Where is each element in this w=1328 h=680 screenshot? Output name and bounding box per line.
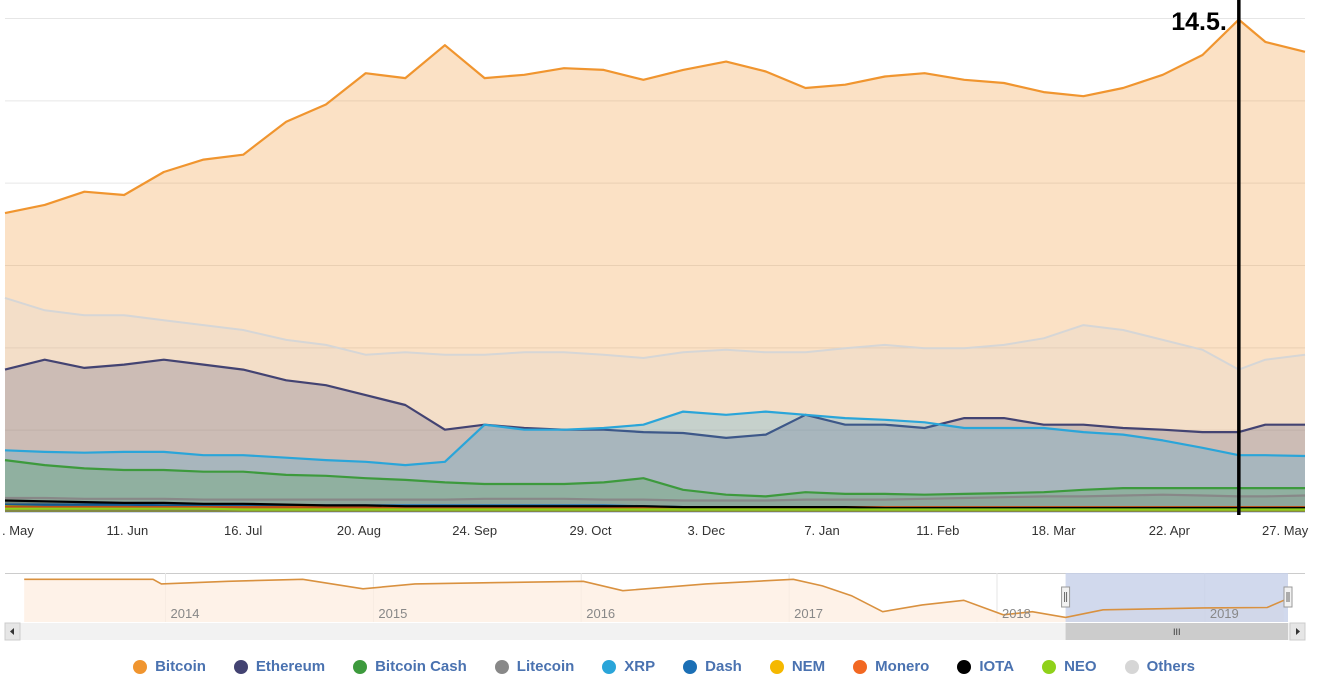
legend-label: Ethereum [255,658,326,675]
x-tick-label: 20. Aug [337,523,381,538]
main-area-chart: . May 11. Jun 16. Jul 20. Aug 24. Sep 29. Oct… [2,0,1309,538]
legend-label: Others [1146,658,1195,675]
legend-item-monero[interactable]: Monero [853,658,929,675]
gridlines [5,18,1305,513]
legend-item-neo[interactable]: NEO [1042,658,1097,675]
legend-marker-icon [233,659,248,674]
navigator-handle-left[interactable] [1061,586,1071,608]
legend-item-others[interactable]: Others [1124,658,1195,675]
legend-label: XRP [624,658,656,675]
line-others[interactable] [4,296,1306,371]
legend-marker-icon [853,659,868,674]
navigator-area [24,579,1284,622]
scrollbar-right-button[interactable] [1289,622,1306,641]
legend-item-litecoin[interactable]: Litecoin [494,658,575,675]
navigator-selected-range[interactable] [1065,573,1288,622]
area-bitcoin[interactable] [5,19,1305,512]
area-ethereum[interactable] [5,359,1305,512]
legend-label: Dash [705,658,742,675]
x-tick-label: 16. Jul [224,523,262,538]
legend-label: IOTA [979,658,1015,675]
x-tick-label: 29. Oct [570,523,612,538]
x-tick-label: 11. Jun [107,523,149,538]
scrollbar-left-button[interactable] [4,622,21,641]
navigator-year-label: 2014 [171,606,200,621]
line-bitcoin[interactable] [4,18,1306,215]
legend-label: Bitcoin [155,658,206,675]
line-litecoin[interactable] [5,493,1306,502]
x-axis-ticks: . May 11. Jun 16. Jul 20. Aug 24. Sep 29. Oct… [2,523,1309,538]
x-tick-label: 3. Dec [687,523,725,538]
navigator-handle-right[interactable] [1283,586,1293,608]
x-tick-label: 7. Jan [804,523,839,538]
handle-grip[interactable] [1061,586,1071,608]
x-tick-label: 11. Feb [916,523,959,538]
handle-grip[interactable] [1283,586,1293,608]
legend-marker-icon [133,659,148,674]
legend-item-ethereum[interactable]: Ethereum [233,658,326,675]
legend-marker-icon [1124,659,1139,674]
legend-marker-icon [683,659,698,674]
legend-label: NEM [791,658,826,675]
legend-item-iota[interactable]: IOTA [957,658,1014,675]
legend-label: Bitcoin Cash [375,658,467,675]
legend-label: Litecoin [516,658,575,675]
legend-marker-icon [353,659,368,674]
legend-label: NEO [1064,658,1097,675]
x-tick-label: 27. May [1262,523,1309,538]
legend-marker-icon [602,659,617,674]
scrollbar-grip[interactable]: III [1173,627,1181,637]
x-tick-label: 24. Sep [452,523,497,538]
legend-marker-icon [957,659,972,674]
legend-marker-icon [1042,659,1057,674]
x-tick-label: 18. Mar [1032,523,1077,538]
annotation: 14.5. [1171,0,1241,515]
x-tick-label: . May [2,523,34,538]
navigator-year-label: 2016 [586,606,615,621]
legend-marker-icon [494,659,509,674]
legend-marker-icon [769,659,784,674]
scrollbar-thumb[interactable] [1065,623,1288,640]
area-xrp[interactable] [5,411,1305,512]
navigator-year-label: 2019 [1210,606,1239,621]
scrollbar-track[interactable] [5,623,1305,640]
legend-label: Monero [875,658,930,675]
arrow-left-icon [10,628,14,635]
area-others[interactable] [5,297,1305,512]
series-areas[interactable] [4,18,1306,512]
legend-item-bitcoin-cash[interactable]: Bitcoin Cash [353,658,467,675]
navigator-year-label: 2018 [1002,606,1031,621]
navigator[interactable]: 2014 2015 2016 2017 2018 2019 III [0,560,1328,645]
line-xrp[interactable] [4,410,1306,467]
arrow-right-icon [1296,628,1300,635]
line-iota[interactable] [4,499,1305,509]
line-ethereum[interactable] [4,358,1305,439]
navigator-year-labels: 2014 2015 2016 2017 2018 2019 [171,606,1239,621]
legend-item-nem[interactable]: NEM [769,658,826,675]
legend-item-dash[interactable]: Dash [683,658,742,675]
navigator-year-label: 2015 [378,606,407,621]
x-tick-label: 22. Apr [1149,523,1191,538]
legend-item-xrp[interactable]: XRP [602,658,655,675]
navigator-line [24,578,1285,619]
navigator-year-label: 2017 [794,606,823,621]
legend-item-bitcoin[interactable]: Bitcoin [133,658,206,675]
line-neo[interactable] [5,507,1305,511]
legend: Bitcoin Ethereum Bitcoin Cash Litecoin XRP Da… [0,658,1328,675]
annotation-label: 14.5. [1171,8,1227,36]
line-bitcoin-cash[interactable] [4,459,1305,498]
